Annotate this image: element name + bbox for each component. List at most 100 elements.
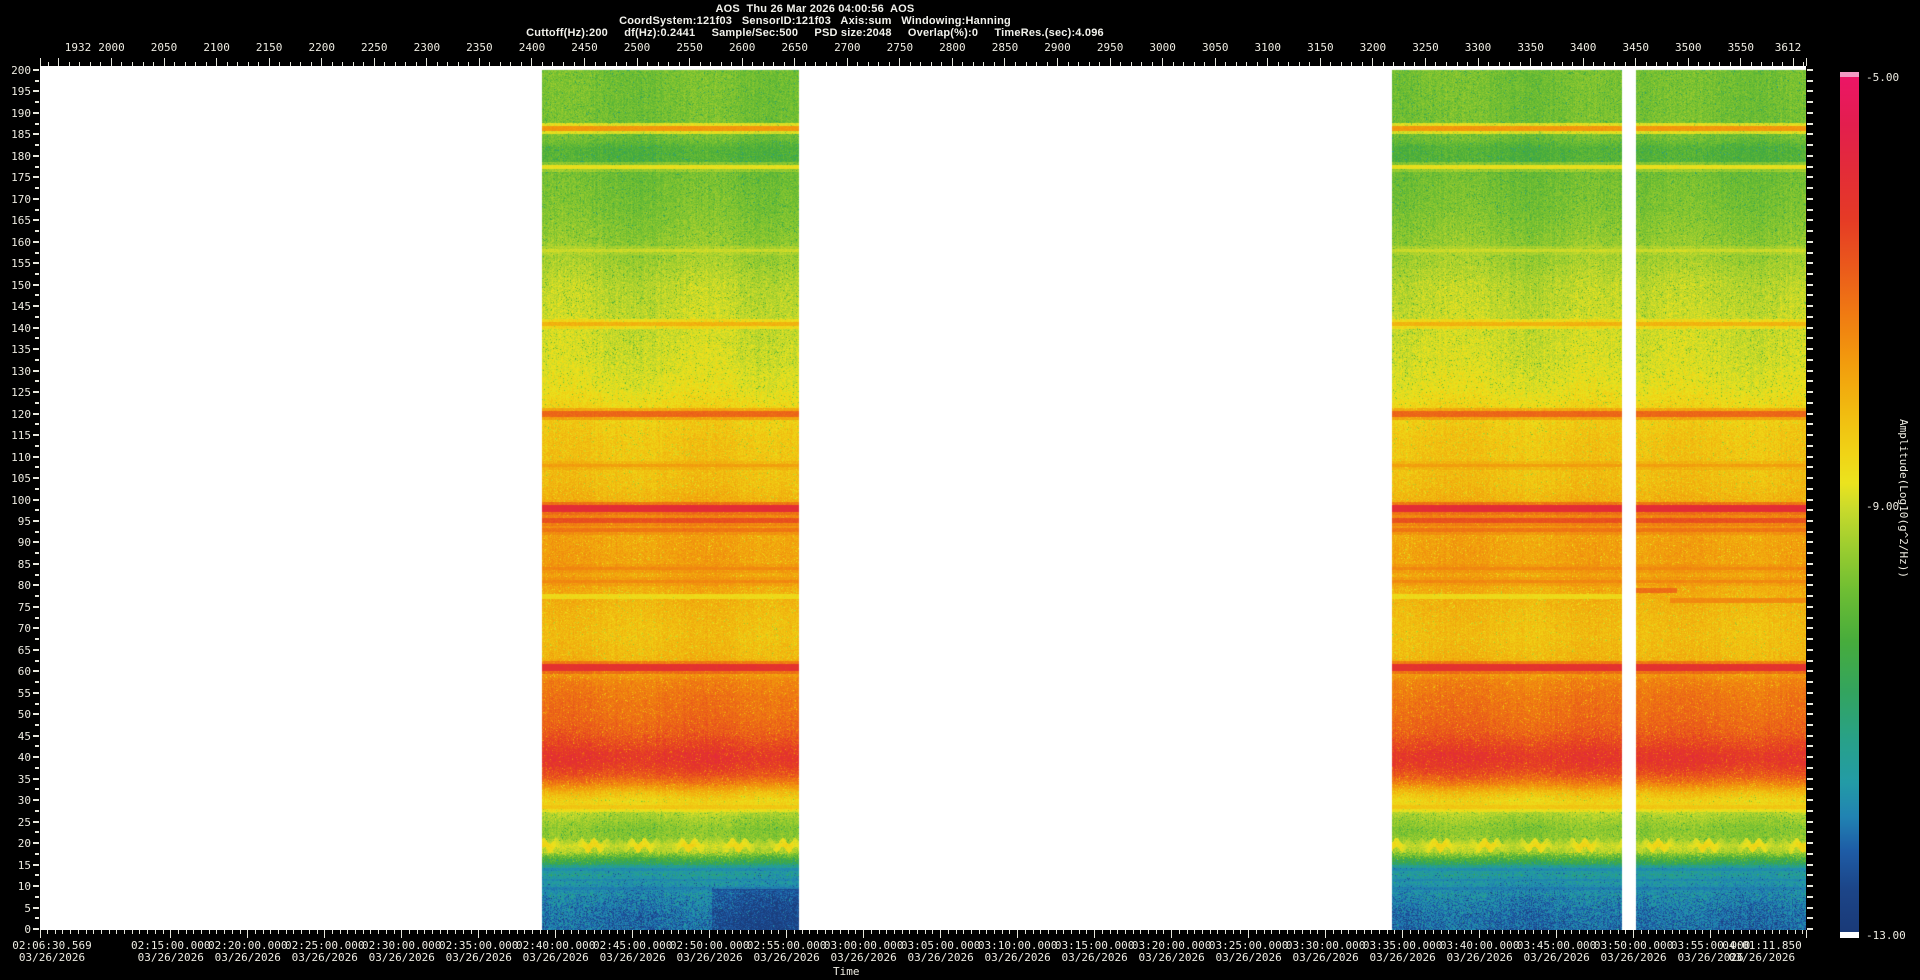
freq-right-tick — [1807, 133, 1813, 136]
record-minor-tick — [1120, 62, 1122, 66]
time-minor-tick — [1671, 930, 1673, 934]
freq-tick-label: 105 — [11, 472, 31, 486]
freq-tick-label: 125 — [11, 386, 31, 400]
time-minor-tick — [1402, 930, 1404, 934]
time-minor-tick — [986, 930, 988, 934]
freq-minor-tick — [35, 165, 39, 168]
date-label: 03/26/2026 — [753, 951, 820, 964]
record-minor-tick — [1330, 62, 1332, 66]
record-minor-tick — [647, 62, 649, 66]
time-major-tick — [863, 930, 865, 938]
record-minor-tick — [1771, 62, 1773, 66]
record-minor-tick — [1403, 62, 1405, 66]
record-tick-label: 2500 — [623, 41, 651, 54]
time-minor-tick — [693, 930, 695, 934]
record-minor-tick — [1015, 62, 1016, 66]
freq-right-tick — [1807, 165, 1813, 168]
freq-minor-tick — [35, 573, 39, 576]
record-minor-tick — [1277, 62, 1279, 66]
time-tick-label: 02:40:00.000 — [515, 939, 596, 952]
time-minor-tick — [670, 930, 672, 934]
record-tick-label: 3550 — [1727, 41, 1755, 54]
record-minor-tick — [678, 62, 680, 66]
freq-right-tick — [1807, 176, 1813, 179]
record-minor-tick — [310, 62, 312, 66]
colorbar-gradient — [1840, 72, 1859, 938]
record-minor-tick — [1025, 62, 1027, 66]
time-minor-tick — [1071, 930, 1073, 934]
time-minor-tick — [809, 930, 811, 934]
record-tick-label: 3200 — [1359, 41, 1387, 54]
freq-tick-label: 110 — [11, 450, 31, 464]
time-minor-tick — [1394, 930, 1396, 934]
freq-tick-label: 65 — [17, 643, 31, 657]
freq-minor-tick — [35, 315, 39, 318]
time-tick-label: 03:40:00.000 — [1439, 939, 1520, 952]
time-tick-label: 03:10:00.000 — [977, 939, 1058, 952]
time-minor-tick — [100, 930, 102, 934]
record-tick-label: 2650 — [781, 41, 809, 54]
record-major-tick — [39, 58, 41, 66]
record-minor-tick — [1593, 62, 1595, 66]
record-minor-tick — [962, 62, 964, 66]
freq-minor-tick — [35, 895, 39, 898]
time-minor-tick — [701, 930, 703, 934]
record-major-tick — [1267, 58, 1269, 66]
amplitude-axis-label: Amplitude(Log10(g^2/Hz)) — [1897, 418, 1910, 578]
record-minor-tick — [279, 62, 281, 66]
record-minor-tick — [562, 62, 564, 66]
record-minor-tick — [352, 62, 354, 66]
freq-right-tick — [1807, 734, 1813, 737]
freq-major-tick — [33, 434, 39, 437]
record-tick-label: 2850 — [991, 41, 1019, 54]
record-tick-label: 2550 — [676, 41, 703, 54]
record-minor-tick — [1624, 62, 1626, 66]
record-minor-tick — [1340, 62, 1342, 66]
date-label: 03/26/2026 — [1446, 951, 1513, 964]
freq-right-tick — [1807, 627, 1813, 630]
freq-major-tick — [33, 906, 39, 909]
time-minor-tick — [1479, 930, 1481, 934]
freq-right-tick — [1807, 605, 1813, 608]
freq-major-tick — [33, 498, 39, 501]
record-major-tick — [1162, 58, 1164, 66]
freq-tick-label: 15 — [17, 858, 31, 872]
time-minor-tick — [1440, 930, 1442, 934]
freq-right-tick — [1807, 670, 1813, 673]
time-minor-tick — [293, 930, 295, 934]
freq-major-tick — [33, 348, 39, 351]
time-minor-tick — [85, 930, 87, 934]
freq-minor-tick — [35, 809, 39, 812]
freq-tick-label: 45 — [17, 729, 31, 743]
time-tick-label: 02:20:00.000 — [207, 939, 288, 952]
time-tick-label: 02:30:00.000 — [361, 939, 442, 952]
time-minor-tick — [247, 930, 249, 934]
freq-tick-label: 0 — [24, 923, 31, 936]
record-minor-tick — [1235, 62, 1237, 66]
freq-tick-label: 155 — [11, 257, 31, 271]
freq-major-tick — [33, 863, 39, 866]
time-minor-tick — [1140, 930, 1142, 934]
record-minor-tick — [1803, 62, 1805, 66]
freq-right-tick — [1807, 487, 1813, 490]
freq-major-tick — [33, 562, 39, 565]
record-major-tick — [1792, 58, 1794, 66]
time-tick-label: 03:35:00.000 — [1362, 939, 1443, 952]
time-minor-tick — [1325, 930, 1327, 934]
record-minor-tick — [836, 62, 838, 66]
time-minor-tick — [432, 930, 433, 934]
freq-right-tick — [1807, 101, 1813, 104]
time-minor-tick — [1017, 930, 1019, 934]
record-tick-label: 2950 — [1096, 41, 1124, 54]
time-minor-tick — [1348, 930, 1350, 934]
freq-right-tick — [1807, 305, 1813, 308]
freq-right-tick — [1807, 723, 1813, 726]
time-minor-tick — [932, 930, 934, 934]
time-minor-tick — [1733, 930, 1735, 934]
time-minor-tick — [1794, 930, 1796, 934]
time-minor-tick — [562, 930, 564, 934]
time-minor-tick — [439, 930, 441, 934]
freq-tick-label: 25 — [17, 815, 31, 829]
time-minor-tick — [863, 930, 865, 934]
time-minor-tick — [1255, 930, 1257, 934]
